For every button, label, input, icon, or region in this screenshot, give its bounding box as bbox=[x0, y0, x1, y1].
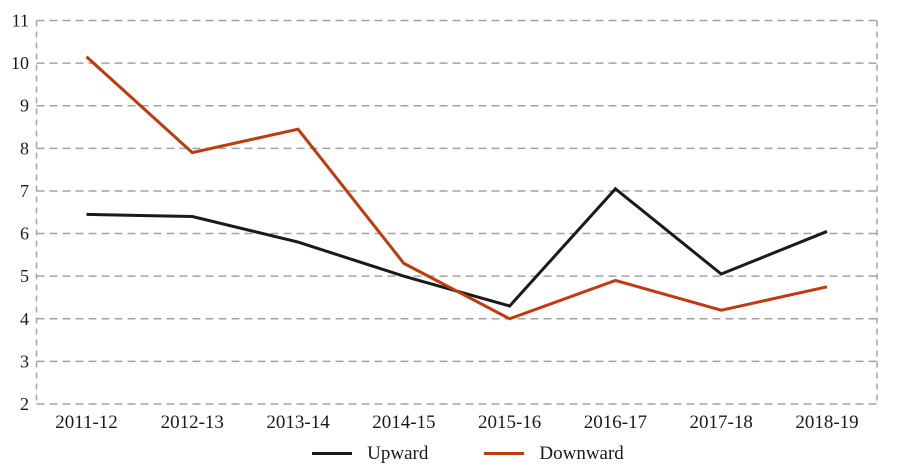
legend-label-downward: Downward bbox=[539, 443, 624, 464]
x-tick-label: 2016-17 bbox=[584, 412, 647, 433]
y-tick-label: 7 bbox=[20, 181, 29, 201]
y-tick-label: 2 bbox=[20, 394, 29, 414]
plot-area: 2 3 4 5 6 7 8 9 10 11 2011-12 2012-13 2013-14 2014-15… bbox=[11, 11, 878, 433]
downward-line-swatch bbox=[484, 452, 525, 455]
y-tick-label: 3 bbox=[20, 351, 29, 371]
x-tick-label: 2014-15 bbox=[372, 412, 435, 433]
series-line-downward bbox=[85, 55, 828, 321]
y-tick-label: 11 bbox=[12, 11, 29, 31]
x-tick-label: 2011-12 bbox=[55, 412, 118, 433]
x-tick-label: 2017-18 bbox=[690, 412, 753, 433]
x-tick-label: 2013-14 bbox=[266, 412, 330, 433]
legend-item-downward: Downward bbox=[484, 443, 624, 464]
upward-line-swatch bbox=[312, 452, 353, 455]
x-tick-label: 2018-19 bbox=[795, 412, 858, 433]
y-tick-label: 10 bbox=[11, 53, 29, 73]
y-tick-label: 5 bbox=[20, 266, 29, 286]
legend: Upward Downward bbox=[36, 444, 900, 463]
legend-item-upward: Upward bbox=[312, 444, 428, 463]
x-tick-label: 2012-13 bbox=[161, 412, 224, 433]
y-tick-label: 8 bbox=[20, 138, 29, 158]
legend-label-upward: Upward bbox=[367, 443, 429, 464]
series-line-upward bbox=[86, 186, 828, 308]
y-tick-label: 9 bbox=[20, 96, 29, 116]
y-tick-label: 4 bbox=[20, 309, 29, 329]
x-tick-label: 2015-16 bbox=[478, 412, 541, 433]
y-tick-label: 6 bbox=[20, 224, 29, 244]
